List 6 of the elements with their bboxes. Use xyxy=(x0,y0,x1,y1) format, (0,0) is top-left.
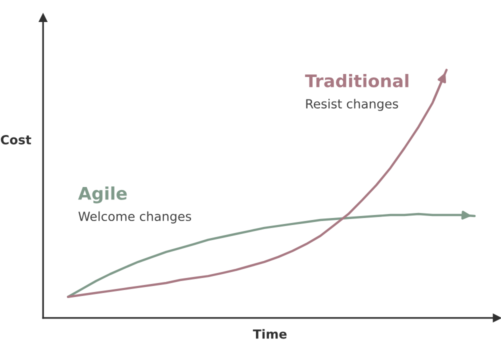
annotation: Resist changes xyxy=(306,98,398,111)
legend-label: Traditional xyxy=(305,74,408,88)
y-axis-title: Cost xyxy=(0,135,32,144)
annotation: Welcome changes xyxy=(78,211,192,224)
x-axis-title: Time xyxy=(252,329,287,339)
text: Agile xyxy=(78,186,127,204)
